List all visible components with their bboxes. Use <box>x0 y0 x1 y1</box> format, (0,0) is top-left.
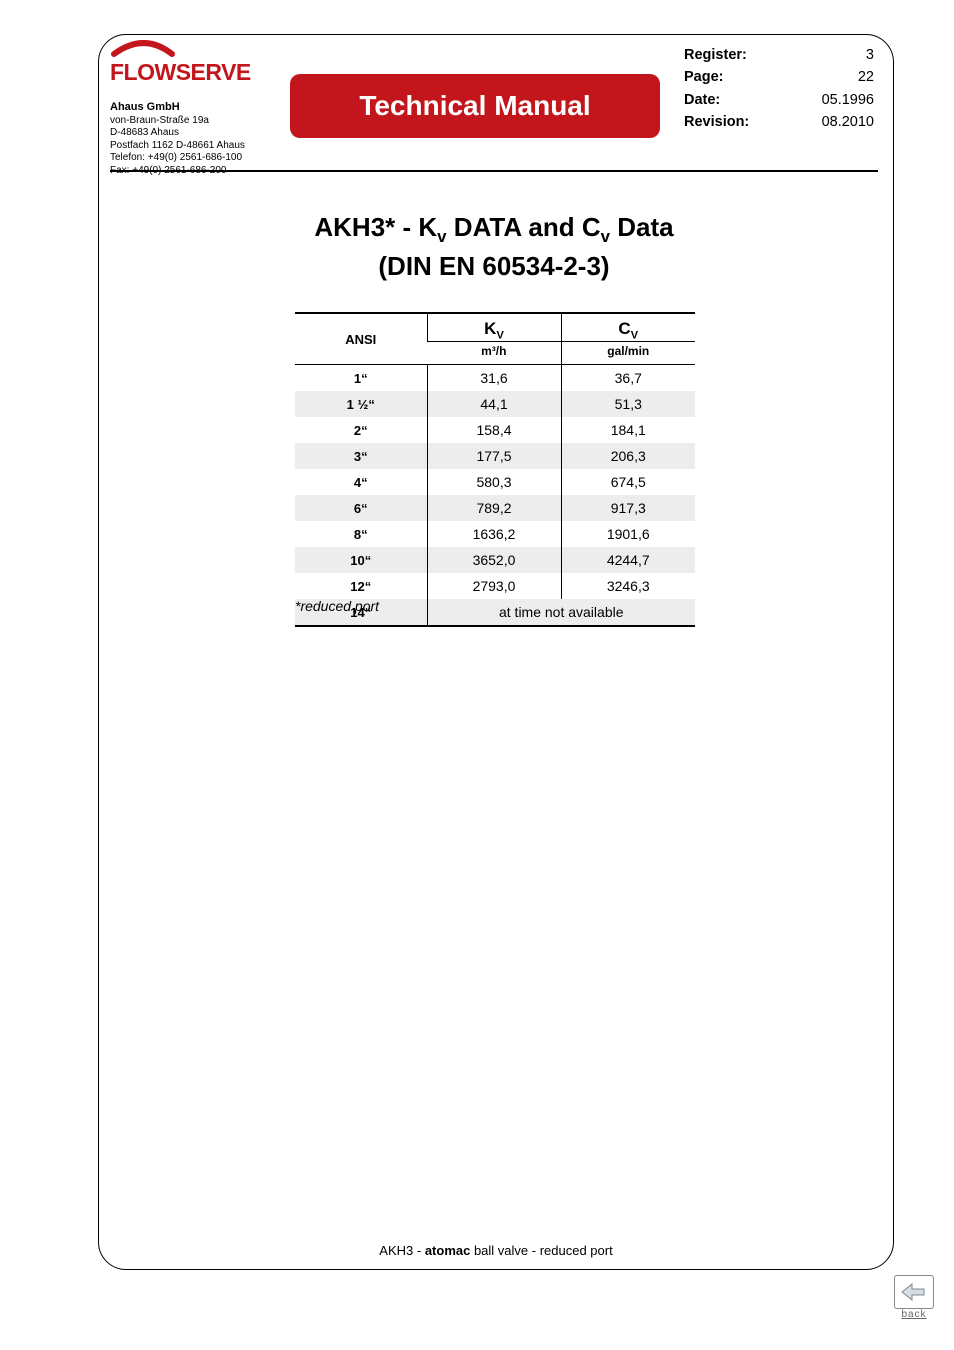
cell-cv: 206,3 <box>561 443 695 469</box>
table-row: 1“31,636,7 <box>295 365 695 392</box>
meta-value: 22 <box>858 66 874 88</box>
cell-kv: 158,4 <box>427 417 561 443</box>
table-row: 12“2793,03246,3 <box>295 573 695 599</box>
meta-row-page: Page: 22 <box>684 66 874 88</box>
table-row: 8“1636,21901,6 <box>295 521 695 547</box>
footnote: *reduced port <box>295 598 379 614</box>
heading-line-1: AKH3* - Kv DATA and Cv Data <box>110 210 878 249</box>
cell-ansi: 8“ <box>295 521 427 547</box>
col-kv-header: KV <box>427 313 561 342</box>
table-row: 10“3652,04244,7 <box>295 547 695 573</box>
cell-cv: 184,1 <box>561 417 695 443</box>
cell-ansi: 2“ <box>295 417 427 443</box>
cell-ansi: 3“ <box>295 443 427 469</box>
col-ansi-header: ANSI <box>295 313 427 365</box>
svg-text:FLOWSERVE: FLOWSERVE <box>110 59 251 85</box>
section-heading: AKH3* - Kv DATA and Cv Data (DIN EN 6053… <box>110 210 878 284</box>
back-button[interactable]: back <box>892 1275 936 1320</box>
cell-ansi: 1 ½“ <box>295 391 427 417</box>
meta-value: 3 <box>866 44 874 66</box>
heading-line-2: (DIN EN 60534-2-3) <box>110 249 878 284</box>
doc-meta: Register: 3 Page: 22 Date: 05.1996 Revis… <box>684 44 874 134</box>
footer-pre: AKH3 - <box>379 1243 425 1258</box>
meta-label: Register: <box>684 44 747 66</box>
cell-cv: 4244,7 <box>561 547 695 573</box>
meta-row-register: Register: 3 <box>684 44 874 66</box>
footer-post: ball valve - reduced port <box>470 1243 612 1258</box>
addr-line: Telefon: +49(0) 2561-686-100 <box>110 152 280 165</box>
table-row: 3“177,5206,3 <box>295 443 695 469</box>
cell-kv: 580,3 <box>427 469 561 495</box>
cell-cv: 917,3 <box>561 495 695 521</box>
cell-ansi: 4“ <box>295 469 427 495</box>
back-icon <box>894 1275 934 1309</box>
col-cv-header: CV <box>561 313 695 342</box>
kv-cv-table: ANSI KV CV m³/h gal/min 1“31,636,71 ½“44… <box>295 312 695 627</box>
cell-ansi: 1“ <box>295 365 427 392</box>
cell-cv: 36,7 <box>561 365 695 392</box>
company-name: Ahaus GmbH <box>110 101 280 115</box>
title-text: Technical Manual <box>359 90 590 122</box>
cell-kv: 177,5 <box>427 443 561 469</box>
cell-cv: 674,5 <box>561 469 695 495</box>
meta-value: 08.2010 <box>822 111 874 133</box>
addr-line: D-48683 Ahaus <box>110 127 280 140</box>
meta-row-date: Date: 05.1996 <box>684 89 874 111</box>
data-table-wrap: ANSI KV CV m³/h gal/min 1“31,636,71 ½“44… <box>295 312 695 627</box>
footer-text: AKH3 - atomac ball valve - reduced port <box>98 1243 894 1258</box>
addr-line: Postfach 1162 D-48661 Ahaus <box>110 140 280 153</box>
cell-kv: 31,6 <box>427 365 561 392</box>
cell-kv: 44,1 <box>427 391 561 417</box>
meta-value: 05.1996 <box>822 89 874 111</box>
table-row: 4“580,3674,5 <box>295 469 695 495</box>
meta-label: Revision: <box>684 111 749 133</box>
cell-ansi: 6“ <box>295 495 427 521</box>
title-banner: Technical Manual <box>290 74 660 138</box>
meta-row-revision: Revision: 08.2010 <box>684 111 874 133</box>
header-divider <box>110 170 878 172</box>
cell-merged: at time not available <box>427 599 695 626</box>
addr-line: von-Braun-Straße 19a <box>110 115 280 128</box>
cell-cv: 3246,3 <box>561 573 695 599</box>
page: FLOWSERVE Ahaus GmbH von-Braun-Straße 19… <box>0 0 954 1350</box>
footer-bold: atomac <box>425 1243 471 1258</box>
cell-kv: 2793,0 <box>427 573 561 599</box>
table-row: 6“789,2917,3 <box>295 495 695 521</box>
cell-kv: 1636,2 <box>427 521 561 547</box>
meta-label: Date: <box>684 89 720 111</box>
cell-cv: 1901,6 <box>561 521 695 547</box>
cell-ansi: 12“ <box>295 573 427 599</box>
cell-kv: 789,2 <box>427 495 561 521</box>
company-address: Ahaus GmbH von-Braun-Straße 19a D-48683 … <box>110 101 280 177</box>
cell-kv: 3652,0 <box>427 547 561 573</box>
table-row: 2“158,4184,1 <box>295 417 695 443</box>
back-label: back <box>892 1309 936 1320</box>
logo-block: FLOWSERVE Ahaus GmbH von-Braun-Straße 19… <box>110 40 280 177</box>
table-row: 1 ½“44,151,3 <box>295 391 695 417</box>
cell-ansi: 10“ <box>295 547 427 573</box>
cell-cv: 51,3 <box>561 391 695 417</box>
flowserve-logo: FLOWSERVE <box>110 40 258 92</box>
col-cv-unit: gal/min <box>561 342 695 365</box>
col-kv-unit: m³/h <box>427 342 561 365</box>
table-body: 1“31,636,71 ½“44,151,32“158,4184,13“177,… <box>295 365 695 627</box>
meta-label: Page: <box>684 66 724 88</box>
